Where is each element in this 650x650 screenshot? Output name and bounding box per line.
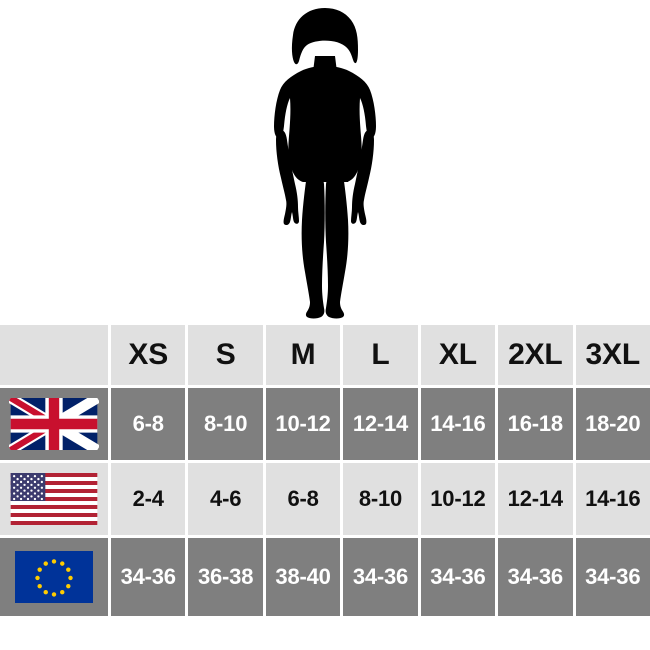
us-flag-icon [9,473,99,525]
table-row-uk: 6-8 8-10 10-12 12-14 14-16 16-18 18-20 [0,388,650,460]
header-size-xl: XL [420,325,496,385]
table-row-us: 2-4 4-6 6-8 8-10 10-12 12-14 14-16 [0,463,650,535]
eu-value-m: 38-40 [265,538,341,616]
uk-value-m: 10-12 [265,388,341,460]
header-size-2xl: 2XL [498,325,573,385]
eu-flag-cell [0,538,108,616]
eu-value-xs: 34-36 [111,538,186,616]
eu-value-2xl: 34-36 [498,538,573,616]
size-chart-table: XS S M L XL 2XL 3XL 6-8 8-10 10-12 12-14… [0,325,650,616]
us-value-s: 4-6 [188,463,263,535]
female-body-silhouette [245,4,405,322]
silhouette-figure-area [245,4,405,322]
us-value-3xl: 14-16 [575,463,650,535]
header-size-s: S [188,325,263,385]
eu-value-l: 34-36 [343,538,418,616]
eu-value-s: 36-38 [188,538,263,616]
uk-flag-icon [9,398,99,450]
uk-value-2xl: 16-18 [498,388,573,460]
uk-value-3xl: 18-20 [575,388,650,460]
table-header-row: XS S M L XL 2XL 3XL [0,325,650,385]
us-value-xs: 2-4 [111,463,186,535]
uk-value-xs: 6-8 [111,388,186,460]
us-value-l: 8-10 [343,463,418,535]
uk-flag-cell [0,388,108,460]
header-size-l: L [343,325,418,385]
us-value-m: 6-8 [265,463,341,535]
table-row-eu: 34-36 36-38 38-40 34-36 34-36 34-36 34-3… [0,538,650,616]
header-size-3xl: 3XL [575,325,650,385]
us-value-2xl: 12-14 [498,463,573,535]
eu-value-xl: 34-36 [420,538,496,616]
uk-value-s: 8-10 [188,388,263,460]
header-region-cell [0,325,108,385]
us-value-xl: 10-12 [420,463,496,535]
header-size-xs: XS [111,325,186,385]
uk-value-l: 12-14 [343,388,418,460]
uk-value-xl: 14-16 [420,388,496,460]
us-flag-cell [0,463,108,535]
eu-flag-icon [9,551,99,603]
eu-value-3xl: 34-36 [575,538,650,616]
header-size-m: M [265,325,341,385]
